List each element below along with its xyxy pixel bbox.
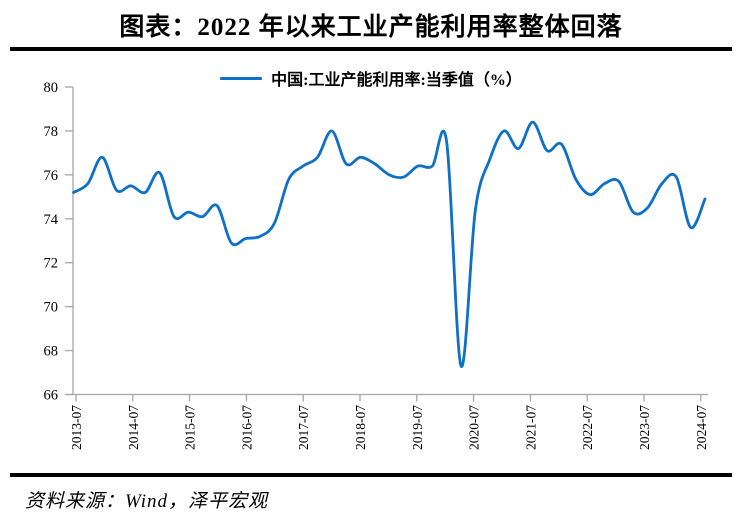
chart-title: 图表：2022 年以来工业产能利用率整体回落 [119, 14, 623, 41]
x-tick-label: 2019-07 [410, 405, 425, 450]
x-tick-label: 2016-07 [239, 405, 254, 450]
x-tick-label: 2013-07 [69, 405, 84, 450]
x-tick-label: 2024-07 [694, 405, 709, 450]
y-tick-label: 72 [44, 256, 59, 272]
x-tick-label: 2022-07 [580, 405, 595, 450]
y-tick-label: 78 [44, 124, 59, 140]
x-tick-label: 2020-07 [467, 405, 482, 450]
y-tick-label: 66 [44, 388, 59, 404]
y-tick-label: 74 [44, 212, 59, 228]
y-tick-label: 70 [44, 300, 59, 316]
y-tick-label: 68 [44, 344, 59, 360]
y-tick-label: 80 [44, 80, 59, 96]
title-divider [10, 47, 732, 51]
x-tick-label: 2023-07 [637, 405, 652, 450]
legend-line-swatch [220, 76, 263, 80]
legend-label: 中国:工业产能利用率:当季值（%） [271, 72, 522, 89]
legend: 中国:工业产能利用率:当季值（%） [0, 66, 742, 90]
x-tick-label: 2018-07 [353, 405, 368, 450]
y-tick-label: 76 [44, 168, 59, 184]
x-tick-label: 2015-07 [183, 405, 198, 450]
source-text: 资料来源：Wind，泽平宏观 [25, 491, 269, 512]
x-tick-label: 2017-07 [296, 405, 311, 450]
x-tick-label: 2014-07 [126, 405, 141, 450]
x-tick-label: 2021-07 [523, 405, 538, 450]
source-divider [10, 473, 732, 477]
utilization-rate-line [72, 120, 707, 368]
